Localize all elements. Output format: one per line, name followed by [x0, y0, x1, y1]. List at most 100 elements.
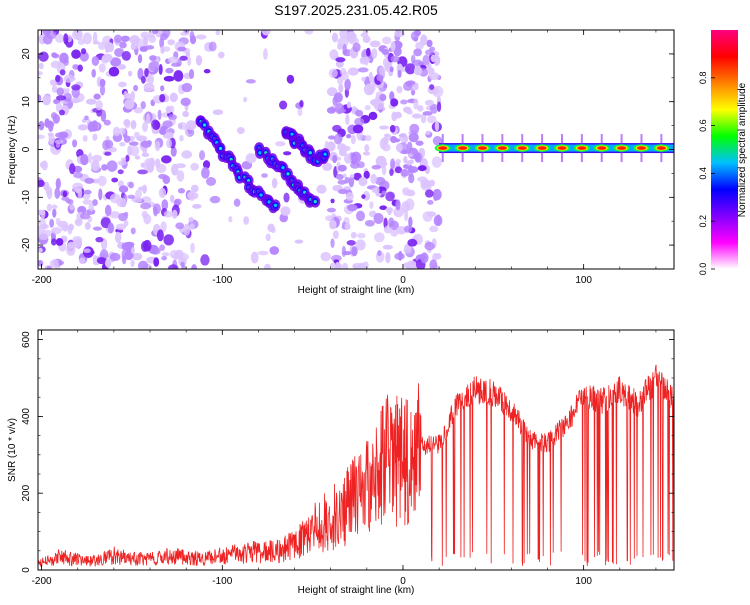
trace-peak [281, 166, 285, 170]
noise-blob [330, 254, 342, 262]
noise-blob [78, 257, 86, 264]
noise-blob [326, 207, 336, 213]
noise-blob [274, 141, 286, 147]
zero-line-bead-peak [656, 146, 666, 150]
noise-blob [407, 153, 413, 158]
noise-blob [140, 202, 151, 210]
noise-blob [389, 168, 394, 176]
noise-blob [431, 156, 442, 168]
noise-blob [133, 131, 140, 139]
noise-blob [46, 203, 53, 212]
noise-blob [143, 82, 155, 92]
noise-blob [401, 149, 409, 155]
colorbar-tick-label: 0.8 [698, 72, 708, 85]
noise-blob [103, 119, 111, 126]
noise-blob [420, 34, 428, 46]
noise-blob [101, 56, 109, 64]
noise-blob [58, 109, 65, 116]
noise-blob [371, 48, 378, 59]
noise-blob [121, 50, 131, 61]
noise-blob [243, 96, 248, 103]
trace-peak [273, 203, 278, 207]
snr-x-axis: -200 -100 0 100 [32, 330, 657, 587]
noise-blob [352, 124, 364, 134]
y-tick-label: 10 [21, 96, 32, 108]
noise-blob [422, 111, 433, 116]
noise-blob [55, 95, 67, 101]
noise-blob [245, 153, 257, 164]
noise-blob [69, 203, 75, 211]
noise-blob [342, 44, 347, 55]
noise-blob [326, 141, 336, 152]
noise-blob [68, 223, 75, 231]
noise-blob [337, 76, 344, 86]
noise-blob [152, 120, 161, 131]
noise-blob [46, 189, 53, 200]
noise-blob [345, 31, 357, 43]
zero-line-bead-peak [617, 146, 627, 150]
noise-blob [148, 60, 160, 72]
noise-blob [390, 158, 396, 169]
noise-blob [58, 260, 64, 265]
snr-background [38, 330, 674, 570]
noise-blob [359, 59, 367, 65]
noise-blob [181, 150, 193, 159]
noise-blob [325, 215, 335, 222]
noise-blob [123, 135, 131, 143]
noise-blob [352, 263, 358, 269]
noise-blob [348, 175, 355, 188]
noise-blob [118, 185, 129, 193]
noise-blob [130, 247, 135, 254]
noise-blob [345, 114, 350, 126]
trace-peak [308, 151, 312, 155]
noise-blob [49, 259, 60, 269]
noise-blob [415, 140, 424, 146]
y-tick-label: 0 [21, 567, 32, 573]
noise-blob [130, 227, 136, 235]
noise-blob [165, 105, 172, 114]
noise-blob [114, 231, 122, 244]
noise-blob [344, 222, 351, 230]
noise-blob [169, 92, 178, 103]
noise-blob [165, 67, 174, 74]
noise-blob [373, 212, 384, 224]
noise-blob [167, 264, 179, 269]
zero-line-bead-peak [517, 146, 527, 150]
noise-blob [429, 84, 435, 90]
heatmap-noise-layer [38, 30, 444, 269]
noise-blob [427, 67, 435, 75]
noise-blob [38, 247, 43, 253]
noise-blob [402, 187, 410, 196]
noise-blob [389, 124, 396, 133]
noise-blob [43, 181, 50, 191]
noise-blob [364, 104, 371, 111]
noise-blob [91, 55, 100, 66]
noise-blob [104, 151, 112, 156]
noise-blob [354, 117, 365, 127]
noise-blob [326, 87, 338, 97]
noise-blob [429, 259, 438, 269]
y-tick-label: 400 [21, 408, 32, 425]
noise-blob [92, 199, 98, 206]
noise-blob [170, 194, 175, 203]
noise-blob [160, 32, 169, 41]
noise-blob [137, 53, 143, 64]
noise-blob [393, 46, 402, 57]
noise-blob [364, 219, 375, 227]
x-tick-label: 100 [575, 576, 592, 587]
noise-blob [355, 109, 364, 117]
noise-blob [339, 30, 348, 39]
noise-blob [395, 199, 401, 211]
noise-blob [393, 30, 405, 38]
noise-blob [56, 87, 64, 96]
noise-blob [407, 238, 418, 247]
noise-blob [369, 40, 381, 48]
noise-blob [167, 56, 179, 64]
noise-blob [115, 223, 127, 231]
noise-blob [361, 76, 366, 82]
noise-blob [362, 35, 371, 43]
noise-blob [119, 127, 126, 135]
noise-blob [65, 88, 70, 94]
noise-blob [243, 216, 250, 225]
